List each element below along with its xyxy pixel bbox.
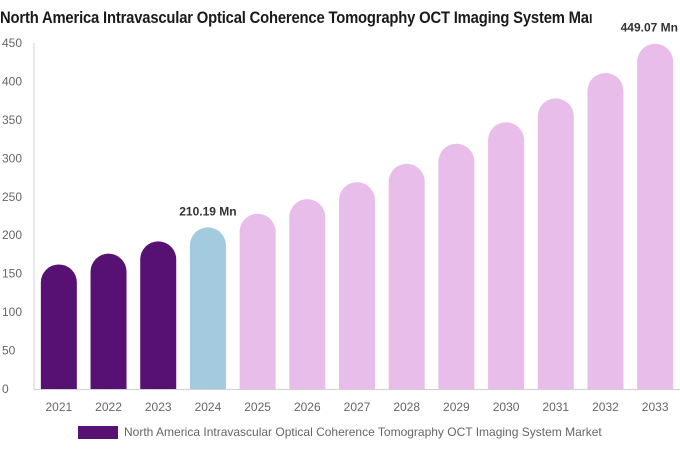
bar-2022 (90, 253, 127, 389)
bar-2025 (239, 213, 276, 389)
x-tick-label: 2024 (195, 400, 222, 414)
x-tick-label: 2031 (542, 400, 569, 414)
bar-2026 (289, 199, 326, 389)
bar-2032 (587, 72, 624, 389)
bar-2030 (488, 122, 525, 390)
y-tick-label: 200 (2, 228, 22, 242)
y-tick-label: 0 (2, 382, 9, 396)
x-tick-label: 2032 (592, 400, 619, 414)
legend: North America Intravascular Optical Cohe… (78, 425, 602, 439)
bar-2031 (537, 98, 574, 390)
x-tick-label: 2030 (493, 400, 520, 414)
data-label: 210.19 Mn (179, 204, 236, 218)
bar-2029 (438, 143, 475, 389)
y-tick-label: 100 (2, 305, 22, 319)
y-axis: 0 50 100 150 200 250 300 350 400 450 (2, 36, 35, 396)
legend-swatch (78, 425, 118, 439)
bar-2028 (388, 163, 425, 389)
x-tick-label: 2029 (443, 400, 470, 414)
x-tick-label: 2025 (244, 400, 271, 414)
x-tick-label: 2027 (344, 400, 371, 414)
bar-2023 (140, 241, 177, 389)
x-tick-label: 2022 (95, 400, 122, 414)
x-tick-label: 2023 (145, 400, 172, 414)
bar-2021 (40, 264, 77, 389)
data-labels: 210.19 Mn 449.07 Mn (179, 21, 678, 219)
y-tick-label: 350 (2, 113, 22, 127)
data-label: 449.07 Mn (621, 21, 678, 35)
y-tick-label: 50 (2, 344, 16, 358)
y-tick-label: 400 (2, 74, 22, 88)
legend-label: North America Intravascular Optical Cohe… (124, 425, 602, 439)
y-tick-label: 250 (2, 190, 22, 204)
bar-2027 (339, 182, 375, 389)
bar-2024 (189, 227, 226, 389)
x-tick-label: 2028 (393, 400, 420, 414)
bar-2033 (637, 43, 674, 390)
x-tick-label: 2033 (642, 400, 669, 414)
x-tick-label: 2026 (294, 400, 321, 414)
x-tick-label: 2021 (45, 400, 72, 414)
y-tick-label: 300 (2, 151, 22, 165)
chart-title: North America Intravascular Optical Cohe… (0, 8, 592, 27)
y-tick-label: 450 (2, 36, 22, 50)
y-tick-label: 150 (2, 267, 22, 281)
bars (40, 43, 674, 390)
x-axis: 2021 2022 2023 2024 2025 2026 2027 2028 2029 2030… (34, 389, 680, 414)
